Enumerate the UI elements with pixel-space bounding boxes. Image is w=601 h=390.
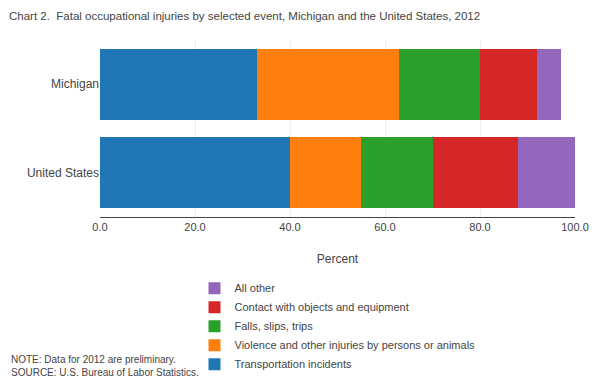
svg-text:80.0: 80.0 bbox=[469, 221, 490, 233]
svg-text:Chart 2. Fatal occupational i: Chart 2. Fatal occupational injuries by … bbox=[9, 10, 480, 22]
svg-text:0.0: 0.0 bbox=[92, 221, 107, 233]
svg-text:Falls, slips, trips: Falls, slips, trips bbox=[235, 320, 314, 332]
svg-text:NOTE: Data for 2012 are prelim: NOTE: Data for 2012 are preliminary.SOUR… bbox=[11, 354, 199, 378]
svg-text:Percent: Percent bbox=[317, 252, 359, 266]
svg-text:100.0: 100.0 bbox=[561, 221, 589, 233]
svg-text:Michigan: Michigan bbox=[51, 77, 99, 91]
svg-text:40.0: 40.0 bbox=[279, 221, 300, 233]
svg-text:United States: United States bbox=[27, 166, 99, 180]
svg-text:Violence and other injuries by: Violence and other injuries by persons o… bbox=[235, 339, 476, 351]
svg-text:All other: All other bbox=[235, 282, 276, 294]
svg-text:20.0: 20.0 bbox=[184, 221, 205, 233]
svg-text:Contact with objects and equip: Contact with objects and equipment bbox=[235, 301, 409, 313]
svg-text:60.0: 60.0 bbox=[374, 221, 395, 233]
svg-text:Transportation incidents: Transportation incidents bbox=[235, 358, 352, 370]
